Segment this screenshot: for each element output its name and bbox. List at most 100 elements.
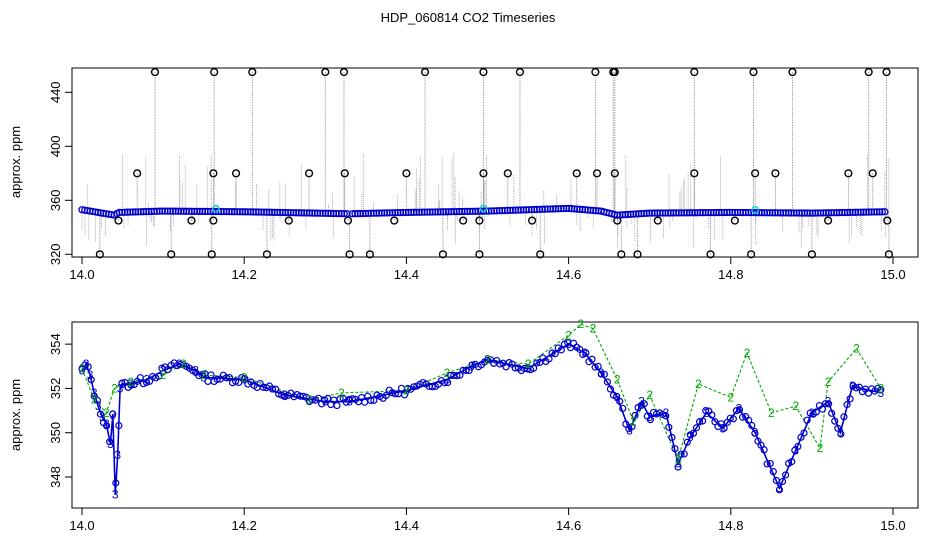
series-1-point — [533, 359, 541, 367]
series-1-point — [671, 445, 679, 453]
flagged-point — [231, 169, 241, 178]
series-1-marker-label: 3 — [99, 410, 106, 424]
flagged-point — [284, 216, 293, 225]
series-1-marker-label: 3 — [468, 359, 475, 373]
flagged-point — [730, 216, 739, 225]
series-1-marker-label: 3 — [200, 370, 207, 384]
series-1-point — [729, 415, 737, 423]
series-1-point — [468, 361, 476, 369]
bottom-plot-frame — [71, 321, 919, 509]
series-1-point — [155, 372, 163, 380]
series-1-point — [619, 404, 627, 413]
series-1-point — [665, 423, 673, 431]
series-1-point — [548, 349, 556, 357]
series-1-point — [837, 430, 845, 438]
flagged-point — [209, 216, 218, 225]
series-1-marker-label: 3 — [614, 390, 621, 404]
bottom-y-tick-label: 352 — [48, 378, 63, 400]
series-2-marker-label: 2 — [792, 399, 799, 413]
series-1-marker-label: 3 — [144, 373, 151, 387]
highlight-point — [751, 206, 760, 214]
series-2-marker-label: 2 — [444, 366, 451, 380]
flagged-point — [187, 216, 196, 225]
series-1-point — [551, 350, 559, 358]
series-1-marker-label: 3 — [809, 406, 816, 420]
flagged-point — [633, 250, 642, 259]
flagged-point — [617, 250, 626, 259]
series-1-marker-label: 3 — [598, 366, 605, 380]
series-2-marker-label: 2 — [111, 381, 118, 395]
flagged-point — [262, 250, 272, 259]
baseline-point — [878, 208, 886, 216]
series-1-point — [333, 401, 341, 410]
series-1-point — [118, 379, 126, 387]
flagged-point — [248, 67, 257, 77]
series-1-point — [831, 417, 839, 425]
flagged-point — [475, 216, 484, 225]
series-1-point — [198, 370, 206, 379]
series-2-marker-label: 2 — [338, 386, 345, 400]
flagged-point — [438, 250, 447, 259]
series-1-point — [852, 384, 860, 392]
series-1-point — [781, 471, 790, 479]
flagged-point — [133, 169, 142, 178]
series-1-point — [745, 416, 753, 424]
series-1-point — [336, 395, 344, 403]
series-1-point — [440, 379, 449, 387]
series-1-point — [778, 477, 787, 486]
series-1-point — [225, 373, 234, 382]
series-1-marker-label: 3 — [79, 364, 86, 378]
flagged-point — [503, 169, 512, 178]
baseline-point — [881, 208, 889, 216]
flagged-point — [536, 250, 545, 259]
series-1-marker-label: 3 — [322, 395, 329, 409]
flagged-point — [610, 67, 619, 77]
flagged-point — [515, 67, 525, 77]
series-1-marker-label: 3 — [776, 481, 783, 495]
series-1-point — [689, 429, 698, 437]
series-1-point — [699, 417, 707, 425]
series-1-marker-label: 3 — [638, 395, 645, 409]
series-1-point — [821, 400, 830, 408]
series-1-marker-label: 3 — [87, 368, 94, 382]
flagged-point — [150, 67, 160, 77]
series-2-marker-label: 2 — [614, 373, 621, 387]
flagged-point — [340, 169, 349, 178]
series-1-point — [428, 383, 436, 391]
series-1-marker-label: 3 — [581, 346, 588, 360]
flagged-point — [749, 67, 758, 77]
series-1-point — [769, 468, 777, 476]
series-1-point — [96, 410, 105, 418]
bottom-x-tick-label: 14.4 — [394, 518, 419, 533]
series-1-point — [588, 355, 596, 363]
series-1-point — [695, 418, 704, 426]
series-2-marker-label: 2 — [646, 388, 653, 402]
series-1-point — [462, 366, 470, 375]
series-1-point — [631, 411, 639, 419]
series-1-point — [812, 408, 820, 416]
series-2-marker-label: 2 — [565, 328, 572, 342]
bottom-x-tick-label: 14.2 — [232, 518, 257, 533]
flagged-point — [883, 216, 892, 225]
bottom-y-axis-title: approx. ppm — [8, 379, 23, 451]
series-1-marker-label: 3 — [112, 488, 119, 502]
top-y-tick-label: 320 — [48, 243, 63, 265]
series-1-point — [213, 375, 221, 383]
series-1-marker-label: 3 — [119, 377, 126, 391]
series-1-marker-label: 3 — [703, 406, 710, 420]
series-1-point — [401, 391, 409, 399]
series-1-point — [751, 429, 759, 437]
series-1-point — [557, 346, 565, 354]
top-plot-frame — [71, 67, 919, 258]
bottom-x-tick-label: 14.0 — [69, 518, 94, 533]
series-1-point — [840, 413, 848, 421]
series-1-point — [367, 396, 375, 405]
flagged-point — [339, 67, 349, 77]
series-1-point — [410, 383, 418, 391]
series-1-point — [195, 372, 203, 380]
bottom-x-axis: 14.0 14.2 14.4 14.6 14.8 15.0 — [69, 507, 906, 533]
series-1-point — [828, 409, 836, 417]
chart-title: HDP_060814 CO2 Timeseries — [381, 10, 556, 25]
series-1-point — [606, 385, 615, 393]
